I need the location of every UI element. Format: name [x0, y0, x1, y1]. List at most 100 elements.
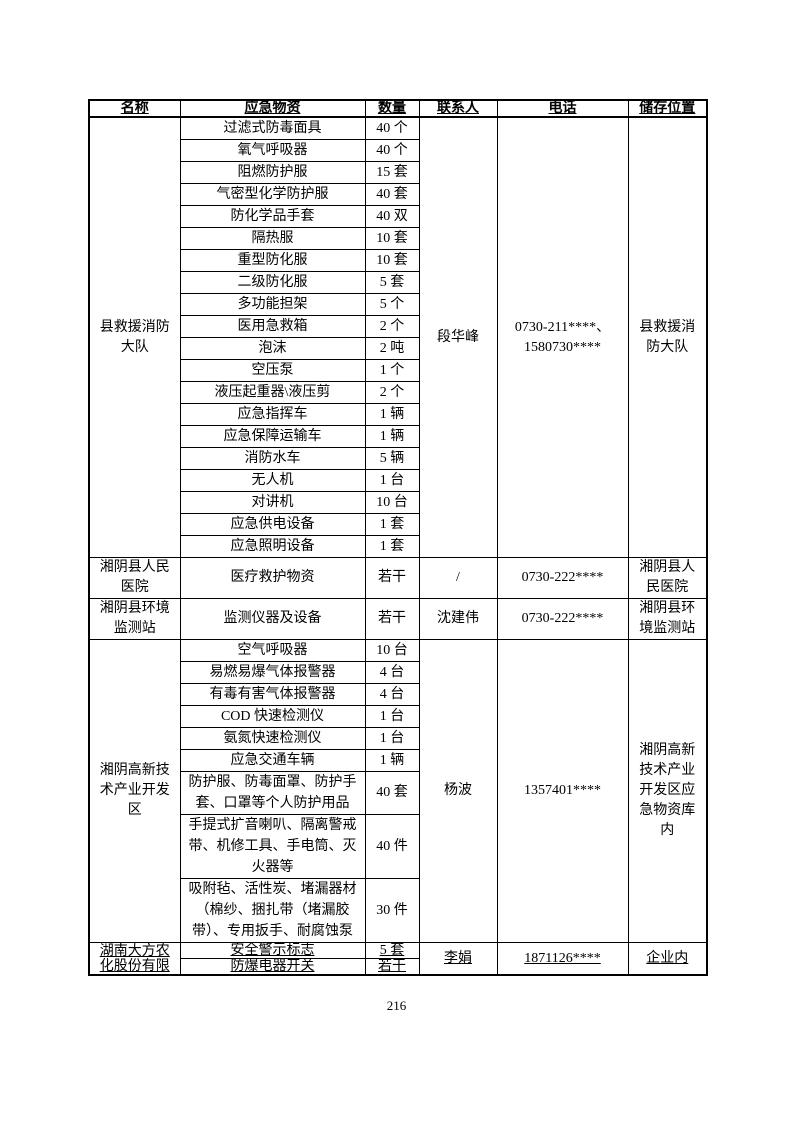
table-row: 医用急救箱 2 个	[89, 315, 707, 338]
material-cell: 防护服、防毒面罩、防护手套、口罩等个人防护用品	[179, 771, 366, 815]
storage-cell: 湘阴县人 民医院	[627, 557, 708, 599]
phone-cell: 0730-222****	[496, 598, 629, 640]
material-cell: 消防水车	[179, 447, 366, 470]
quantity-cell: 若干	[364, 598, 420, 640]
quantity-cell: 40 件	[364, 814, 420, 879]
quantity-cell: 1 台	[364, 469, 420, 492]
table-row: 吸附毡、活性炭、堵漏器材（棉纱、捆扎带（堵漏胶带）、专用扳手、耐腐蚀泵 30 件	[89, 878, 707, 943]
column-header: 名称	[88, 99, 181, 118]
material-cell: 安全警示标志	[179, 942, 366, 959]
table-row: 易燃易爆气体报警器 4 台	[89, 661, 707, 684]
quantity-cell: 5 套	[364, 271, 420, 294]
material-cell: 监测仪器及设备	[179, 598, 366, 640]
material-cell: 手提式扩音喇叭、隔离警戒带、机修工具、手电筒、灭火器等	[179, 814, 366, 879]
emergency-supplies-table: 名称 应急物资 数量 联系人 电话 储存位置 县救援消防 大队 过滤式防毒面具 40 个段华峰 0…	[88, 99, 708, 976]
table-row: 多功能担架 5 个	[89, 293, 707, 316]
table-row: 应急供电设备 1 套	[89, 513, 707, 536]
material-cell: 液压起重器\液压剪	[179, 381, 366, 404]
quantity-cell: 4 台	[364, 661, 420, 684]
org-name-cell: 湘阴县人民 医院	[88, 557, 181, 599]
table-row: 县救援消防 大队 过滤式防毒面具 40 个段华峰 0730-211****、 1580…	[88, 116, 708, 558]
material-cell: COD 快速检测仪	[179, 705, 366, 728]
quantity-cell: 若干	[364, 557, 420, 599]
quantity-cell: 1 套	[364, 535, 420, 558]
table-row: 应急照明设备 1 套	[89, 535, 707, 558]
phone-cell: 0730-222****	[496, 557, 629, 599]
table-row: 应急保障运输车 1 辆	[89, 425, 707, 448]
page-number: 216	[386, 998, 407, 1013]
material-cell: 吸附毡、活性炭、堵漏器材（棉纱、捆扎带（堵漏胶带）、专用扳手、耐腐蚀泵	[179, 878, 366, 943]
material-cell: 应急指挥车	[179, 403, 366, 426]
quantity-cell: 30 件	[364, 878, 420, 943]
quantity-cell: 10 套	[364, 249, 420, 272]
table-row: 湖南大方农 化股份有限 安全警示标志 5 套李娟 1871126**** 企业内	[88, 942, 708, 976]
quantity-cell: 40 个	[364, 139, 420, 162]
table-row: 重型防化服 10 套	[89, 249, 707, 272]
quantity-cell: 1 台	[364, 705, 420, 728]
table-row: 空压泵 1 个	[89, 359, 707, 382]
quantity-cell: 若干	[364, 958, 420, 976]
table-header-row: 名称 应急物资 数量 联系人 电话 储存位置	[88, 99, 708, 118]
material-cell: 应急交通车辆	[179, 749, 366, 772]
quantity-cell: 2 个	[364, 315, 420, 338]
material-cell: 医用急救箱	[179, 315, 366, 338]
quantity-cell: 1 辆	[364, 425, 420, 448]
storage-cell: 湘阴高新 技术产业 开发区应 急物资库 内	[627, 639, 708, 943]
org-name-cell: 县救援消防 大队	[88, 116, 181, 558]
column-header: 电话	[496, 99, 629, 118]
material-cell: 医疗救护物资	[179, 557, 366, 599]
quantity-cell: 10 台	[364, 491, 420, 514]
table-row: 阻燃防护服 15 套	[89, 161, 707, 184]
quantity-cell: 4 台	[364, 683, 420, 706]
table-row: 湘阴高新技 术产业开发 区空气呼吸器 10 台杨波 1357401**** 湘阴高新 …	[88, 639, 708, 943]
table-row: 泡沫 2 吨	[89, 337, 707, 360]
table-row: 防化学品手套 40 双	[89, 205, 707, 228]
table-row: 二级防化服 5 套	[89, 271, 707, 294]
quantity-cell: 2 个	[364, 381, 420, 404]
quantity-cell: 1 辆	[364, 403, 420, 426]
table-row: 液压起重器\液压剪 2 个	[89, 381, 707, 404]
quantity-cell: 2 吨	[364, 337, 420, 360]
material-cell: 对讲机	[179, 491, 366, 514]
material-cell: 防爆电器开关	[179, 958, 366, 976]
phone-cell: 0730-211****、 1580730****	[496, 116, 629, 558]
material-cell: 重型防化服	[179, 249, 366, 272]
material-cell: 隔热服	[179, 227, 366, 250]
column-header: 联系人	[418, 99, 498, 118]
table-row: 湘阴县人民 医院 医疗救护物资 若干/0730-222**** 湘阴县人 民医院	[88, 557, 708, 599]
quantity-cell: 15 套	[364, 161, 420, 184]
column-header: 应急物资	[179, 99, 366, 118]
material-cell: 应急供电设备	[179, 513, 366, 536]
contact-cell: 李娟	[418, 942, 498, 976]
quantity-cell: 10 套	[364, 227, 420, 250]
material-cell: 防化学品手套	[179, 205, 366, 228]
table-row: 防爆电器开关 若干	[89, 958, 707, 976]
org-name-cell: 湘阴高新技 术产业开发 区	[88, 639, 181, 943]
quantity-cell: 1 台	[364, 727, 420, 750]
material-cell: 应急照明设备	[179, 535, 366, 558]
quantity-cell: 1 个	[364, 359, 420, 382]
quantity-cell: 5 辆	[364, 447, 420, 470]
org-name-cell: 湖南大方农 化股份有限	[88, 942, 181, 976]
material-cell: 空压泵	[179, 359, 366, 382]
quantity-cell: 40 个	[364, 116, 420, 140]
column-header: 数量	[364, 99, 420, 118]
material-cell: 无人机	[179, 469, 366, 492]
table-row: 应急指挥车 1 辆	[89, 403, 707, 426]
material-cell: 阻燃防护服	[179, 161, 366, 184]
storage-cell: 湘阴县环 境监测站	[627, 598, 708, 640]
contact-cell: 沈建伟	[418, 598, 498, 640]
table-row: 湘阴县环境 监测站 监测仪器及设备 若干 沈建伟 0730-222**** 湘阴县环 境监…	[88, 598, 708, 640]
quantity-cell: 1 套	[364, 513, 420, 536]
material-cell: 空气呼吸器	[179, 639, 366, 662]
quantity-cell: 5 套	[364, 942, 420, 959]
material-cell: 二级防化服	[179, 271, 366, 294]
table-row: 手提式扩音喇叭、隔离警戒带、机修工具、手电筒、灭火器等 40 件	[89, 814, 707, 879]
column-header: 储存位置	[627, 99, 708, 118]
table-row: 消防水车 5 辆	[89, 447, 707, 470]
storage-cell: 企业内	[627, 942, 708, 976]
table-row: 对讲机 10 台	[89, 491, 707, 514]
table-row: 有毒有害气体报警器 4 台	[89, 683, 707, 706]
quantity-cell: 40 套	[364, 183, 420, 206]
phone-cell: 1871126****	[496, 942, 629, 976]
